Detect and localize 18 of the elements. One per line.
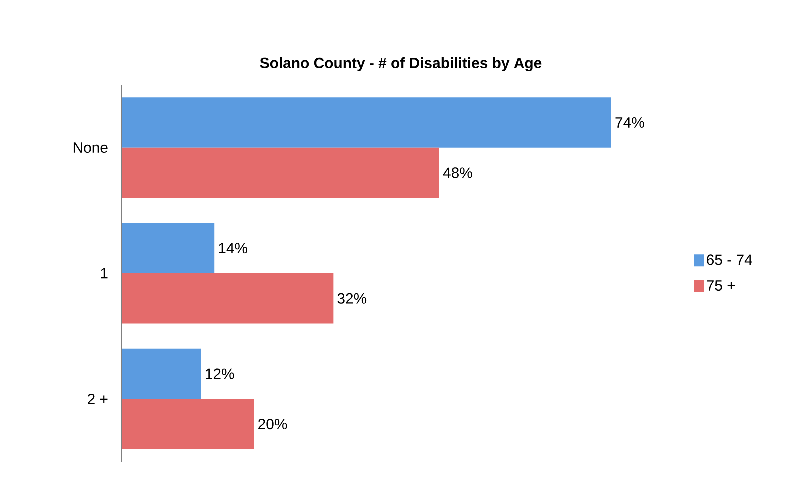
bar bbox=[122, 148, 440, 198]
data-label: 14% bbox=[219, 243, 248, 254]
bar bbox=[122, 274, 334, 324]
bar bbox=[122, 223, 215, 274]
y-tick-label: 1 bbox=[101, 268, 108, 279]
legend-label: 65 - 74 bbox=[707, 254, 752, 266]
y-tick-label: 2 + bbox=[88, 394, 108, 404]
data-label: 32% bbox=[338, 293, 367, 304]
bar bbox=[122, 348, 202, 400]
bar bbox=[122, 399, 254, 450]
data-label: 74% bbox=[616, 117, 644, 128]
legend-label: 75 + bbox=[707, 280, 736, 291]
data-label: 20% bbox=[258, 419, 288, 430]
data-label: 48% bbox=[443, 168, 472, 178]
bar bbox=[122, 98, 612, 148]
y-tick-label: None bbox=[74, 142, 108, 154]
chart-title: Solano County - # of Disabilities by Age bbox=[260, 58, 542, 72]
data-label: 12% bbox=[206, 368, 234, 380]
